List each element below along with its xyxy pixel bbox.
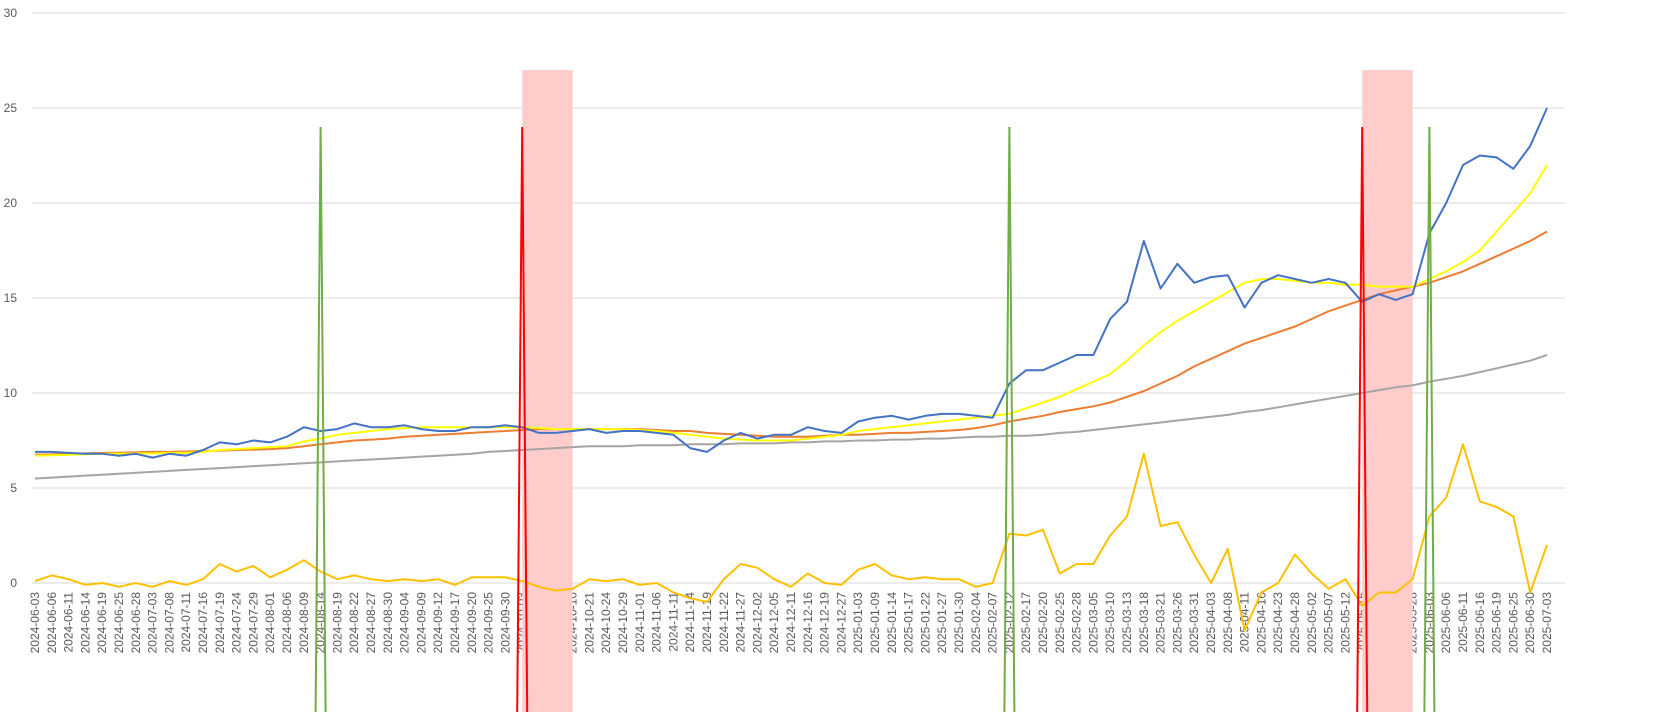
x-tick-label: 2025-03-10 (1103, 592, 1117, 654)
x-tick-label: 2024-11-19 (700, 592, 714, 653)
x-tick-label: 2025-06-19 (1490, 592, 1504, 654)
y-tick-label: 5 (10, 481, 17, 495)
signal-spike (1356, 126, 1369, 713)
x-tick-label: 2024-07-08 (162, 592, 176, 654)
x-tick-label: 2024-09-12 (431, 592, 445, 654)
x-tick-label: 2024-06-14 (78, 592, 92, 654)
signal-spike (1003, 126, 1016, 713)
x-tick-label: 2025-04-23 (1271, 592, 1285, 654)
signal-spike (1423, 126, 1436, 713)
x-tick-label: 2025-02-20 (1036, 592, 1050, 654)
x-tick-label: 2024-07-19 (213, 592, 227, 654)
x-tick-label: 2024-11-01 (633, 592, 647, 653)
y-tick-label: 0 (10, 576, 17, 590)
x-tick-label: 2024-12-11 (784, 592, 798, 653)
x-tick-label: 2025-01-09 (868, 592, 882, 654)
x-tick-label: 2024-09-25 (482, 592, 496, 654)
x-tick-label: 2025-04-03 (1204, 592, 1218, 654)
x-tick-label: 2024-08-09 (297, 592, 311, 654)
x-tick-label: 2025-06-16 (1473, 592, 1487, 654)
x-tick-label: 2025-03-18 (1137, 592, 1151, 654)
x-tick-label: 2024-06-28 (129, 592, 143, 654)
x-tick-label: 2025-04-08 (1221, 592, 1235, 654)
x-tick-label: 2024-06-03 (28, 592, 42, 654)
x-tick-label: 2025-07-03 (1540, 592, 1554, 654)
x-tick-label: 2025-06-06 (1439, 592, 1453, 654)
x-tick-label: 2024-09-30 (498, 592, 512, 654)
x-tick-label: 2024-12-27 (834, 592, 848, 654)
x-tick-label: 2025-05-12 (1338, 592, 1352, 654)
x-tick-label: 2025-03-21 (1154, 592, 1168, 654)
x-tick-label: 2025-04-11 (1238, 592, 1252, 653)
x-tick-label: 2024-08-01 (263, 592, 277, 654)
x-tick-label: 2025-04-16 (1254, 592, 1268, 654)
x-tick-label: 2024-08-06 (280, 592, 294, 654)
x-tick-label: 2025-02-28 (1070, 592, 1084, 654)
x-tick-label: 2025-01-17 (902, 592, 916, 654)
x-tick-label: 2024-07-29 (246, 592, 260, 654)
x-tick-label: 2024-11-06 (650, 592, 664, 653)
x-tick-label: 2025-01-14 (885, 592, 899, 654)
x-tick-label: 2025-05-02 (1305, 592, 1319, 654)
x-tick-label: 2025-06-25 (1506, 592, 1520, 654)
x-tick-label: 2025-03-26 (1170, 592, 1184, 654)
x-tick-label: 2024-09-20 (465, 592, 479, 654)
shaded-band (522, 70, 573, 712)
x-tick-label: 2025-03-13 (1120, 592, 1134, 654)
series-line (34, 230, 1548, 456)
x-tick-label: 2024-08-27 (364, 592, 378, 654)
x-tick-label: 2025-02-17 (1019, 592, 1033, 654)
series-line (34, 443, 1548, 632)
x-tick-label: 2025-04-28 (1288, 592, 1302, 654)
x-tick-label: 2025-03-31 (1187, 592, 1201, 654)
x-tick-label: 2024-08-22 (347, 592, 361, 654)
x-tick-label: 2024-12-16 (801, 592, 815, 654)
x-tick-label: 2024-08-30 (381, 592, 395, 654)
x-tick-label: 2024-12-19 (818, 592, 832, 654)
x-tick-label: 2025-03-05 (1086, 592, 1100, 654)
x-tick-label: 2025-05-07 (1322, 592, 1336, 654)
x-tick-label: 2024-06-19 (95, 592, 109, 654)
x-tick-label: 2024-11-27 (734, 592, 748, 653)
x-tick-label: 2024-07-24 (230, 592, 244, 654)
y-tick-label: 25 (4, 101, 18, 115)
x-tick-label: 2024-10-24 (599, 592, 613, 654)
x-tick-label: 2025-01-30 (952, 592, 966, 654)
signal-spike (516, 126, 529, 713)
x-tick-label: 2025-02-07 (986, 592, 1000, 654)
x-tick-label: 2024-11-11 (666, 592, 680, 652)
x-tick-label: 2025-01-03 (851, 592, 865, 654)
signal-spike (314, 126, 327, 713)
x-tick-label: 2024-07-03 (146, 592, 160, 654)
x-tick-label: 2025-02-25 (1053, 592, 1067, 654)
series-line (34, 164, 1548, 457)
x-tick-label: 2024-08-19 (330, 592, 344, 654)
x-tick-label: 2024-12-02 (750, 592, 764, 654)
x-tick-label: 2024-11-22 (717, 592, 731, 653)
x-tick-label: 2024-10-21 (582, 592, 596, 654)
y-tick-label: 20 (4, 196, 18, 210)
series-line (35, 107, 1548, 459)
x-tick-label: 2025-06-30 (1523, 592, 1537, 654)
x-tick-label: 2024-07-11 (179, 592, 193, 653)
x-tick-label: 2024-06-06 (45, 592, 59, 654)
x-tick-label: 2024-06-11 (62, 592, 76, 653)
x-tick-label: 2025-01-27 (935, 592, 949, 654)
y-tick-label: 10 (4, 386, 18, 400)
series-line (34, 354, 1548, 480)
x-tick-label: 2025-02-04 (969, 592, 983, 654)
x-tick-label: 2024-09-17 (448, 592, 462, 654)
x-tick-label: 2024-12-05 (767, 592, 781, 654)
x-tick-label: 2024-07-16 (196, 592, 210, 654)
x-tick-label: 2024-06-25 (112, 592, 126, 654)
y-tick-label: 15 (4, 291, 18, 305)
x-tick-label: 2024-09-04 (398, 592, 412, 654)
x-tick-label: 2025-01-22 (918, 592, 932, 654)
x-tick-label: 2025-06-11 (1456, 592, 1470, 653)
x-tick-label: 2024-10-29 (616, 592, 630, 654)
y-tick-label: 30 (4, 6, 18, 20)
x-tick-label: 2024-11-14 (683, 592, 697, 653)
x-tick-label: 2024-09-09 (414, 592, 428, 654)
